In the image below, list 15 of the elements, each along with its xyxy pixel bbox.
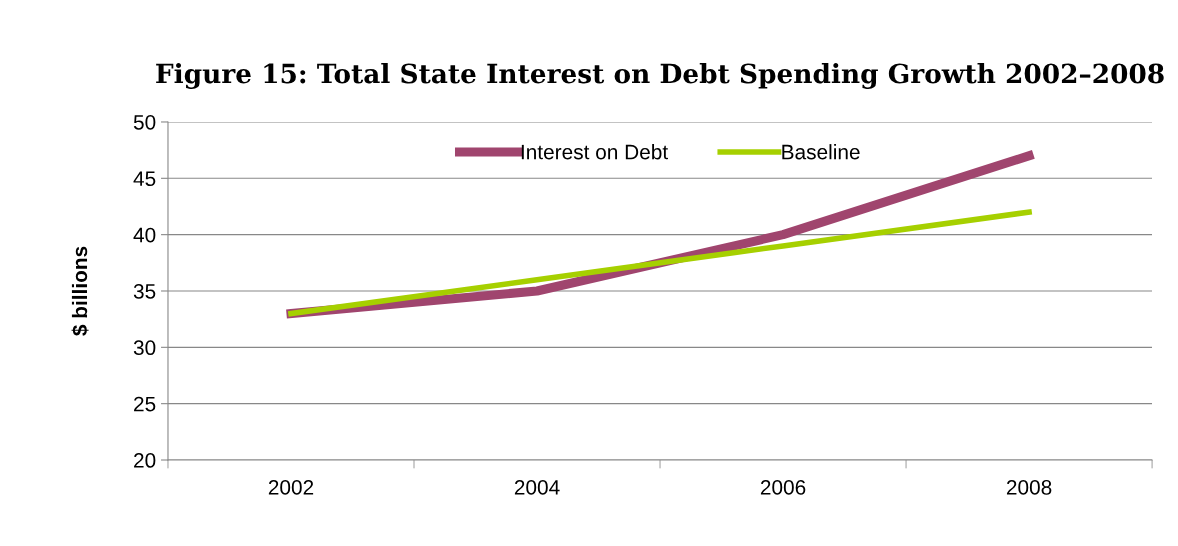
chart-title: Figure 15: Total State Interest on Debt Spending Growth 2002–2008 bbox=[156, 63, 1164, 89]
x-tick-label: 2008 bbox=[1006, 480, 1052, 495]
x-tick-label: 2006 bbox=[760, 480, 806, 495]
x-tick-label: 2002 bbox=[268, 480, 314, 495]
y-tick-label: 45 bbox=[133, 171, 156, 187]
legend-label: Interest on Debt bbox=[521, 144, 669, 160]
y-tick-label: 20 bbox=[134, 453, 156, 468]
y-tick-label: 35 bbox=[133, 283, 156, 299]
y-tick-label: 30 bbox=[133, 340, 156, 356]
x-tick-label: 2004 bbox=[514, 480, 560, 495]
y-tick-label: 50 bbox=[133, 114, 156, 130]
legend-label: Baseline bbox=[782, 144, 860, 160]
y-tick-label: 40 bbox=[133, 227, 156, 243]
y-axis-title: $ billions bbox=[71, 246, 89, 336]
y-tick-label: 25 bbox=[134, 396, 156, 412]
